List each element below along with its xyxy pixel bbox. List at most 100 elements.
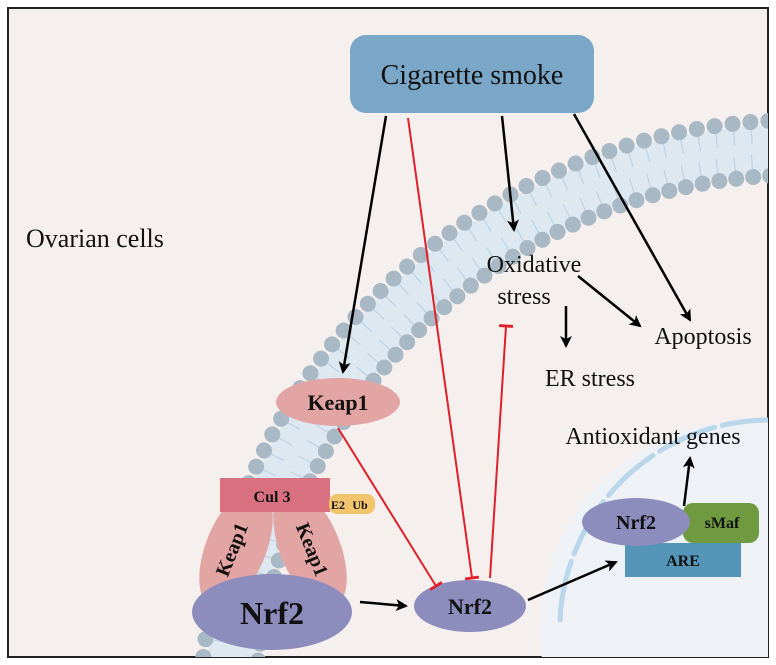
lipid-head <box>471 204 488 221</box>
lipid-head <box>264 426 281 443</box>
keap1-free-label: Keap1 <box>307 390 368 415</box>
lipid-head <box>661 182 678 199</box>
cigarette-smoke-label: Cigarette smoke <box>381 60 564 91</box>
arrow-nrf2-to-nucleus <box>527 560 618 602</box>
inhibition-lines <box>337 117 514 591</box>
lipid-head <box>724 115 741 132</box>
ub-label: Ub <box>352 498 368 512</box>
oxidative-label: Oxidative <box>487 252 582 278</box>
inhibit-keap1-to-nrf2 <box>337 427 443 591</box>
keap1-lobe-right <box>273 487 347 609</box>
lipid-head <box>728 170 745 187</box>
lipid-head <box>580 209 597 226</box>
lipid-head <box>441 225 458 242</box>
lipid-head <box>601 143 618 160</box>
nrf2-bound-label: Nrf2 <box>240 595 304 631</box>
lipid-head <box>251 652 266 657</box>
lipid-head <box>359 295 376 312</box>
lipid-head <box>677 179 694 196</box>
arrow-smoke-to-keap1 <box>338 115 388 374</box>
inhibit-smoke-to-nrf2 <box>407 117 480 581</box>
lipid-head <box>550 162 567 179</box>
lipid-head <box>248 458 265 475</box>
nrf2-free-label: Nrf2 <box>448 594 492 619</box>
lipid-head <box>372 282 389 299</box>
lipid-head <box>564 216 581 233</box>
lipid-head <box>760 112 768 129</box>
lipid-head <box>399 258 416 275</box>
lipid-head <box>399 334 416 351</box>
lipid-head <box>694 175 711 192</box>
lipid-head <box>427 235 444 252</box>
cigarette-smoke-box <box>350 35 594 113</box>
lipid-head <box>449 288 466 305</box>
arrow-smoke-to-apoptosis <box>572 113 692 322</box>
lipid-head <box>347 308 364 325</box>
lipid-head <box>486 195 503 212</box>
lipid-head <box>711 172 728 189</box>
lipid-head <box>688 120 705 137</box>
lipid-head <box>476 267 493 284</box>
keap1-lobe-left <box>199 487 273 609</box>
activation-arrows <box>338 113 695 612</box>
lipid-head <box>549 223 566 240</box>
lipid-head <box>628 192 645 209</box>
lipid-head <box>309 458 326 475</box>
apoptosis-label: Apoptosis <box>654 324 751 350</box>
arrow-complex-to-nrf2 <box>359 599 408 612</box>
lipid-head <box>504 248 521 265</box>
er-stress-label: ER stress <box>545 366 635 392</box>
are-label: ARE <box>666 553 700 570</box>
lipid-head <box>462 277 479 294</box>
cul3-label: Cul 3 <box>254 489 291 506</box>
ub-tag <box>329 494 375 514</box>
smaf-box <box>683 503 759 543</box>
lipid-head <box>745 169 762 186</box>
lipid-head <box>456 214 473 231</box>
lipid-head <box>273 410 290 427</box>
keap1-free <box>276 378 400 426</box>
lipid-head <box>385 270 402 287</box>
arrow-smoke-to-oxidative-stress <box>500 115 519 232</box>
lipid-head <box>706 118 723 135</box>
are-box <box>625 543 741 577</box>
lipid-head <box>653 128 670 145</box>
e2-label: E2 <box>331 498 345 512</box>
lipid-head <box>335 322 352 339</box>
lipid-head <box>742 114 759 131</box>
lipid-tail <box>236 658 258 660</box>
lipid-head <box>195 648 212 657</box>
lipid-head <box>635 132 652 149</box>
lipid-head <box>534 170 551 187</box>
nrf2-nuclear <box>582 498 690 546</box>
lipid-head <box>376 359 393 376</box>
lipid-head <box>519 240 536 257</box>
lipid-head <box>302 365 319 382</box>
lipid-head <box>596 203 613 220</box>
lipid-head <box>436 299 453 316</box>
arrow-to-antioxidant-genes <box>682 456 695 507</box>
lipid-head <box>313 350 330 367</box>
inhibit-nrf2-to-oxidative-stress <box>489 324 514 579</box>
lipid-head <box>618 137 635 154</box>
arrow-oxidative-to-apoptosis <box>577 275 642 328</box>
stress-label: stress <box>497 284 550 310</box>
lipid-head <box>255 442 272 459</box>
lipid-tail <box>769 154 770 176</box>
smaf-label: sMaf <box>705 515 740 532</box>
antioxidant-genes-label: Antioxidant genes <box>565 424 740 450</box>
ovarian-cells-label: Ovarian cells <box>26 224 164 253</box>
lipid-head <box>762 168 768 184</box>
keap1-complex: Keap1 Keap1 <box>199 487 347 609</box>
lipid-head <box>518 178 535 195</box>
lipid-head <box>326 428 343 445</box>
lipid-head <box>671 124 688 141</box>
lipid-head <box>387 346 404 363</box>
lipid-head <box>644 187 661 204</box>
nrf2-free <box>414 580 526 632</box>
lipid-head <box>317 443 334 460</box>
lipid-head <box>411 322 428 339</box>
cul3-bar <box>220 478 330 512</box>
nrf2-bound <box>192 574 352 650</box>
